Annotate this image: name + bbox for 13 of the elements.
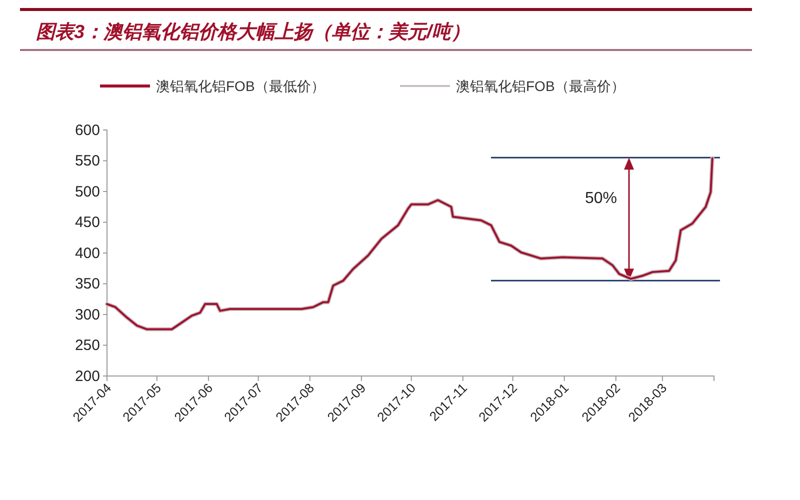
y-tick-label: 600 xyxy=(74,122,100,139)
y-tick-label: 350 xyxy=(74,276,100,293)
y-tick-label: 500 xyxy=(74,183,100,200)
y-tick-label: 450 xyxy=(74,214,100,232)
y-tick-label: 550 xyxy=(74,152,100,170)
y-tick-label: 400 xyxy=(74,244,100,262)
y-tick-label: 250 xyxy=(74,337,100,354)
legend-label: 澳铝氧化铝FOB（最高价） xyxy=(456,78,625,94)
chart-title: 图表3：澳铝氧化铝价格大幅上扬（单位：美元/吨） xyxy=(36,21,470,43)
y-tick-label: 200 xyxy=(74,368,100,385)
legend-label: 澳铝氧化铝FOB（最低价） xyxy=(156,78,325,94)
annotation: 50% xyxy=(584,190,618,207)
y-tick-label: 300 xyxy=(74,306,100,324)
